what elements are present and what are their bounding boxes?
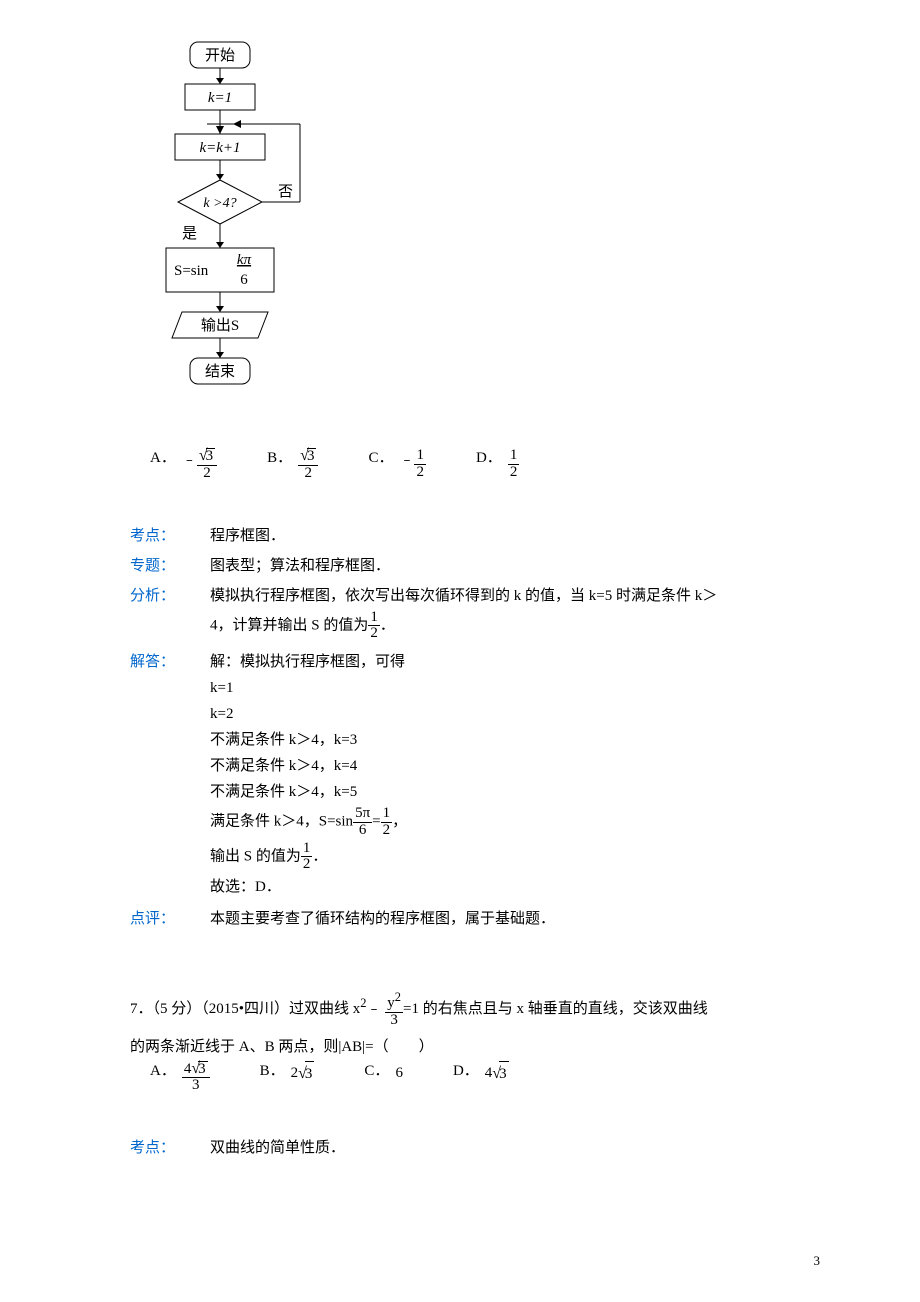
fenxi-content: 模拟执行程序框图，依次写出每次循环得到的 k 的值，当 k=5 时满足条件 k＞… (210, 584, 820, 645)
frac: 1 2 (414, 448, 426, 481)
flowchart-svg: 开始 k=1 k=k+1 k >4? 否 (150, 40, 330, 430)
frac: 5π6 (353, 806, 372, 839)
dianping-label: 点评： (130, 907, 210, 931)
q7-opt-a: A． 43 3 (150, 1061, 210, 1095)
neg-sign: ﹣ (399, 448, 414, 472)
jieda-l4: 不满足条件 k＞4，k=3 (210, 728, 820, 752)
kaodian-content: 双曲线的简单性质． (210, 1136, 820, 1160)
jieda-l2: k=1 (210, 676, 820, 700)
jieda-l8: 输出 S 的值为12． (210, 841, 820, 874)
page: 开始 k=1 k=k+1 k >4? 否 (0, 0, 920, 1302)
frac: 12 (368, 610, 380, 643)
fenxi-l2: 4，计算并输出 S 的值为12． (210, 610, 820, 643)
fenxi-l1: 模拟执行程序框图，依次写出每次循环得到的 k 的值，当 k=5 时满足条件 k＞ (210, 584, 820, 608)
zhuanti-label: 专题： (130, 554, 210, 578)
q6-dianping-row: 点评： 本题主要考查了循环结构的程序框图，属于基础题． (130, 907, 820, 931)
kaodian-content: 程序框图． (210, 524, 820, 548)
fc-no: 否 (278, 184, 293, 200)
page-number: 3 (814, 1251, 821, 1272)
frac: 1 2 (508, 448, 520, 481)
q7-line1: 7．（5 分）（2015•四川）过双曲线 x2﹣ y2 3 =1 的右焦点且与 … (130, 991, 820, 1029)
fc-end: 结束 (205, 363, 235, 380)
q6-options: A． ﹣ 3 2 B． 3 2 C． ﹣ 1 2 D． 1 (150, 448, 820, 482)
flowchart: 开始 k=1 k=k+1 k >4? 否 (150, 40, 820, 438)
jieda-l3: k=2 (210, 702, 820, 726)
q7-opt-c: C． 6 (364, 1061, 403, 1095)
q7-kaodian-row: 考点： 双曲线的简单性质． (130, 1136, 820, 1160)
kaodian-label: 考点： (130, 1136, 210, 1160)
fc-out: 输出S (201, 317, 239, 334)
q7-opt-b: B． 23 (260, 1061, 315, 1095)
fc-calc-num: kπ (237, 252, 252, 268)
jieda-l7: 满足条件 k＞4，S=sin5π6=12， (210, 806, 820, 839)
frac: y2 3 (385, 991, 403, 1029)
q6-opt-c: C． ﹣ 1 2 (368, 448, 426, 482)
q6-jieda-row: 解答： 解：模拟执行程序框图，可得 k=1 k=2 不满足条件 k＞4，k=3 … (130, 650, 820, 901)
fc-init: k=1 (208, 90, 232, 106)
q6-opt-b: B． 3 2 (267, 448, 318, 482)
opt-label: A． (150, 1061, 176, 1082)
fc-calc-den: 6 (240, 272, 248, 288)
fc-cond: k >4? (203, 196, 236, 211)
frac: 12 (381, 806, 393, 839)
fc-yes: 是 (182, 226, 197, 242)
q7-stem: 7．（5 分）（2015•四川）过双曲线 x2﹣ y2 3 =1 的右焦点且与 … (130, 991, 820, 1059)
neg-sign: ﹣ (182, 448, 197, 472)
jieda-content: 解：模拟执行程序框图，可得 k=1 k=2 不满足条件 k＞4，k=3 不满足条… (210, 650, 820, 901)
jieda-label: 解答： (130, 650, 210, 901)
fc-start: 开始 (205, 47, 235, 64)
dianping-content: 本题主要考查了循环结构的程序框图，属于基础题． (210, 907, 820, 931)
fc-calc-prefix: S=sin (174, 263, 209, 279)
kaodian-label: 考点： (130, 524, 210, 548)
zhuanti-content: 图表型；算法和程序框图． (210, 554, 820, 578)
opt-label: C． (364, 1061, 389, 1082)
opt-label: D． (453, 1061, 479, 1082)
jieda-l5: 不满足条件 k＞4，k=4 (210, 754, 820, 778)
q6-opt-d: D． 1 2 (476, 448, 519, 482)
opt-label: B． (267, 448, 292, 469)
jieda-l1: 解：模拟执行程序框图，可得 (210, 650, 820, 674)
q7-options: A． 43 3 B． 23 C． 6 D． 43 (150, 1061, 820, 1095)
opt-label: D． (476, 448, 502, 469)
q6-zhuanti-row: 专题： 图表型；算法和程序框图． (130, 554, 820, 578)
frac: 43 3 (182, 1061, 210, 1095)
jieda-l9: 故选：D． (210, 875, 820, 899)
q6-kaodian-row: 考点： 程序框图． (130, 524, 820, 548)
frac: 12 (301, 841, 313, 874)
q7-line2: 的两条渐近线于 A、B 两点，则|AB|=（ ） (130, 1035, 820, 1059)
q7-opt-d: D． 43 (453, 1061, 509, 1095)
q6-opt-a: A． ﹣ 3 2 (150, 448, 217, 482)
fenxi-label: 分析： (130, 584, 210, 645)
frac: 3 2 (298, 448, 318, 482)
fc-inc: k=k+1 (199, 140, 240, 156)
opt-label: A． (150, 448, 176, 469)
jieda-l6: 不满足条件 k＞4，k=5 (210, 780, 820, 804)
frac: 3 2 (197, 448, 217, 482)
opt-label: B． (260, 1061, 285, 1082)
q6-fenxi-row: 分析： 模拟执行程序框图，依次写出每次循环得到的 k 的值，当 k=5 时满足条… (130, 584, 820, 645)
opt-label: C． (368, 448, 393, 469)
